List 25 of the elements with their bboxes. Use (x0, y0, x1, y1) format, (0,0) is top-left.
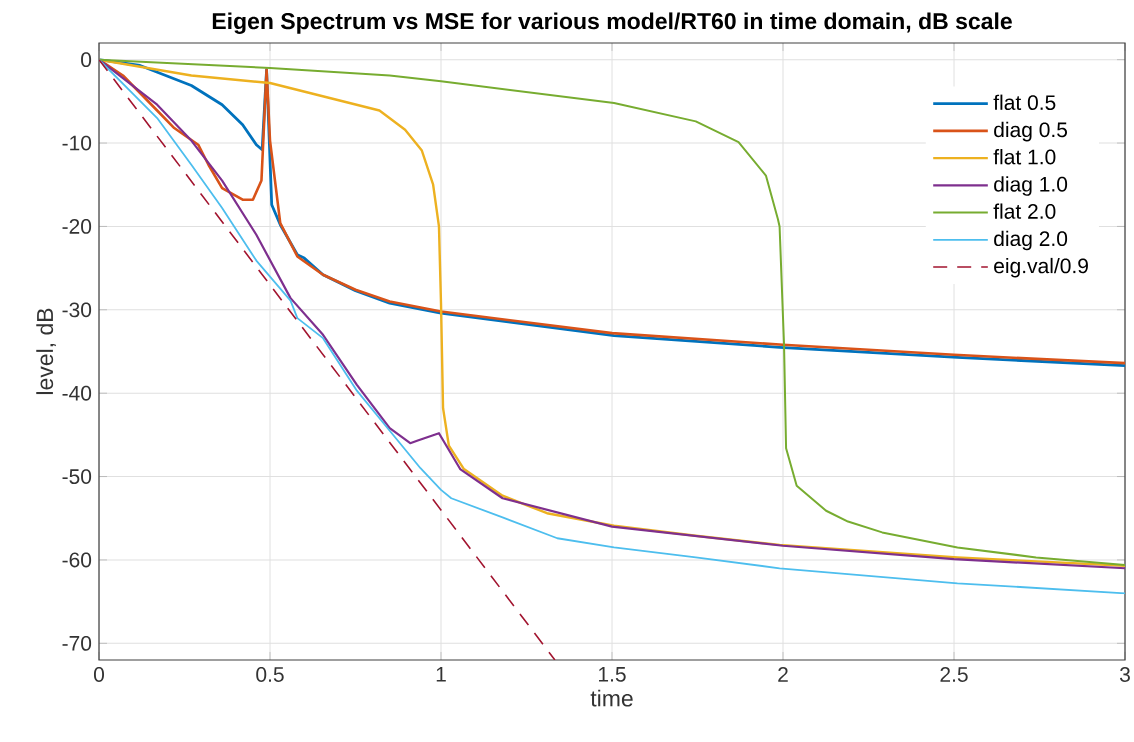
legend-label: eig.val/0.9 (994, 257, 1088, 278)
y-tick-label: -20 (62, 219, 92, 234)
y-tick-label: -40 (62, 385, 92, 401)
x-tick-label: 2 (778, 667, 788, 682)
y-axis-title: level, dB (36, 308, 56, 395)
y-tick-label: -50 (62, 469, 92, 484)
x-tick-label: 1.5 (599, 667, 626, 682)
y-tick-label: -60 (62, 552, 92, 568)
y-tick-label: 0 (81, 52, 92, 68)
y-tick-label: -10 (62, 135, 92, 151)
y-tick-label: -70 (62, 635, 92, 651)
legend-label: flat 2.0 (993, 203, 1056, 219)
x-tick-label: 0.5 (256, 667, 284, 682)
x-tick-label: 3 (1119, 667, 1130, 682)
x-axis-title: time (590, 689, 633, 707)
legend-label: diag 0.5 (994, 121, 1068, 142)
legend-label: diag 2.0 (994, 230, 1068, 251)
x-tick-label: 1 (436, 667, 446, 682)
x-tick-label: 0 (93, 667, 105, 682)
legend-label: flat 1.0 (993, 149, 1056, 165)
x-tick-label: 2.5 (940, 667, 968, 682)
y-tick-label: -30 (62, 302, 92, 318)
legend-label: diag 1.0 (994, 176, 1068, 196)
legend-label: flat 0.5 (993, 94, 1056, 111)
chart-title: Eigen Spectrum vs MSE for various model/RT60 in time domain, dB scale (212, 12, 1012, 34)
